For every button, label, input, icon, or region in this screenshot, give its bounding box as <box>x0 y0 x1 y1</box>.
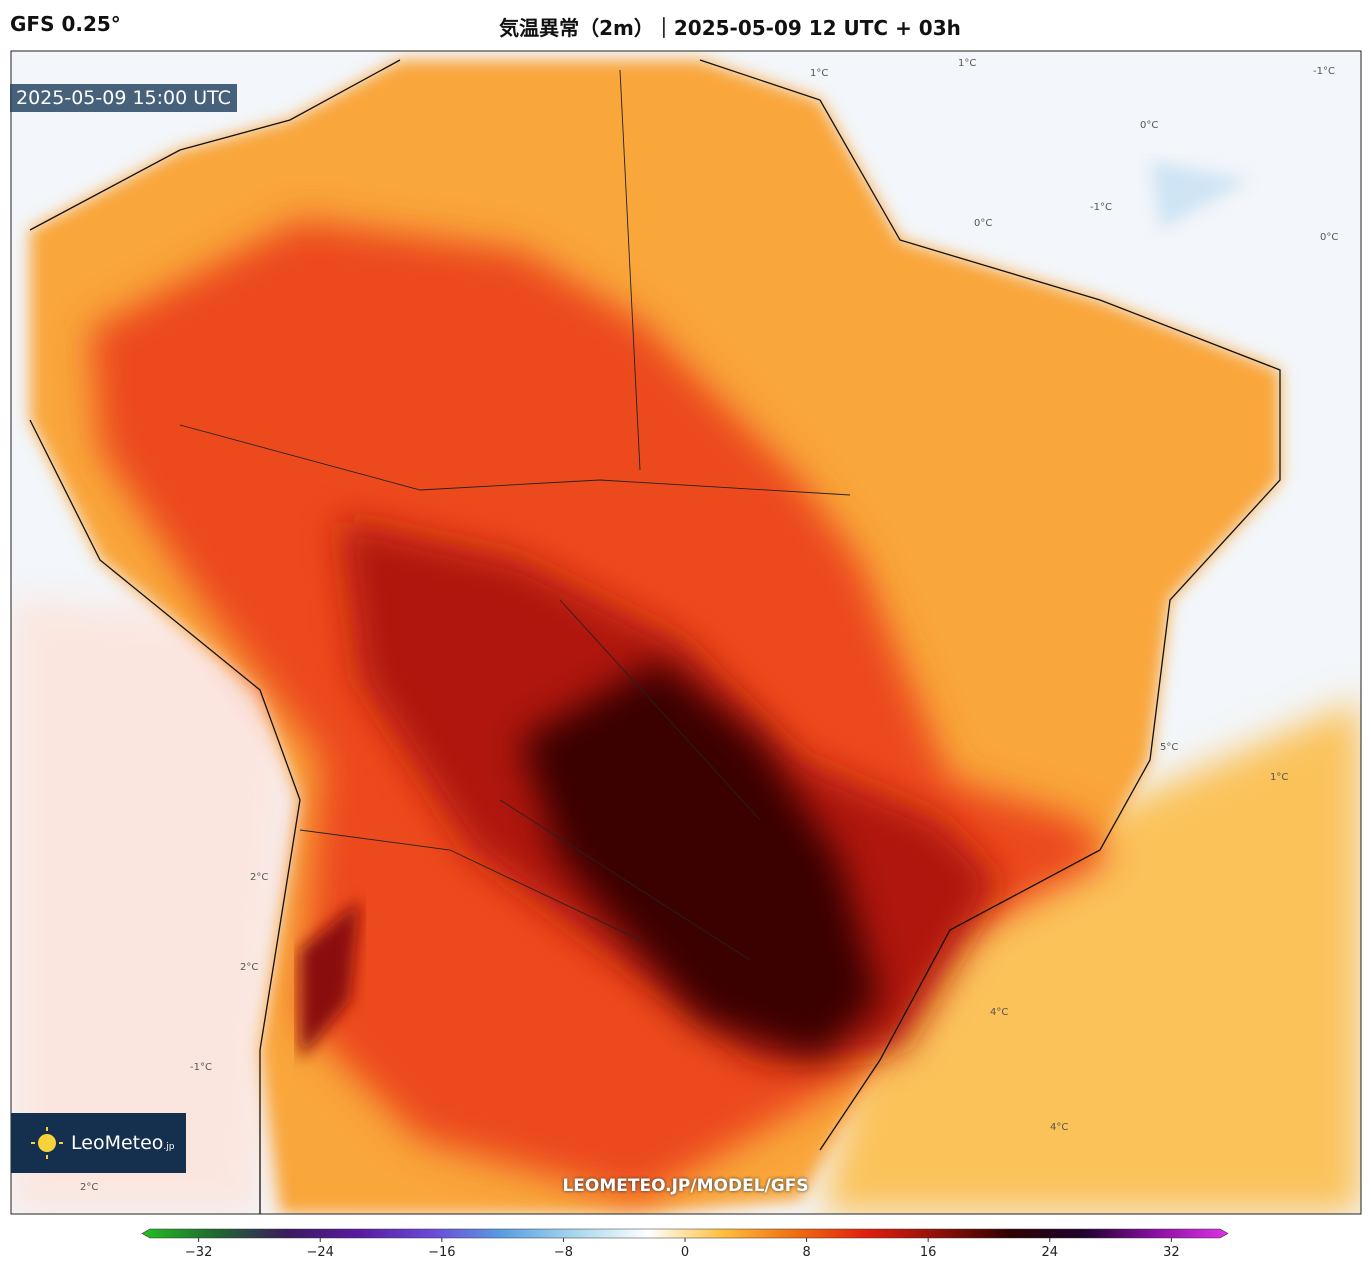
watermark: LEOMETEO.JP/MODEL/GFS <box>562 1176 809 1196</box>
colorbar-tick-label: 32 <box>1163 1245 1180 1260</box>
contour-label: -1°C <box>1313 66 1335 77</box>
colorbar-tick-label: −8 <box>554 1245 573 1260</box>
contour-label: 0°C <box>1140 120 1158 131</box>
contour-label: 2°C <box>240 962 258 973</box>
contour-label: 0°C <box>1320 232 1338 243</box>
logo: LeoMeteo .jp <box>11 1113 186 1173</box>
contour-label: 5°C <box>1160 742 1178 753</box>
model-label: GFS 0.25° <box>10 12 121 36</box>
contour-label: 1°C <box>1270 772 1288 783</box>
contour-label: 4°C <box>1050 1122 1068 1133</box>
contour-label: 2°C <box>250 872 268 883</box>
map-title: 気温異常（2m）｜2025-05-09 12 UTC + 03h <box>499 16 961 40</box>
colorbar-tick-label: 16 <box>920 1245 937 1260</box>
map-frame <box>10 50 1362 1215</box>
contour-label: 1°C <box>958 58 976 69</box>
colorbar-tick-label: 24 <box>1041 1245 1058 1260</box>
logo-sun <box>31 1127 63 1159</box>
contour-label: 1°C <box>810 68 828 79</box>
contour-label: -1°C <box>1090 202 1112 213</box>
colorbar-tick-label: 0 <box>681 1245 689 1260</box>
valid-time: 2025-05-09 15:00 UTC <box>10 84 237 112</box>
contour-label: -1°C <box>190 1062 212 1073</box>
colorbar <box>141 1228 1229 1239</box>
logo-suffix: .jp <box>163 1142 175 1152</box>
contour-label: 4°C <box>990 1007 1008 1018</box>
colorbar-tick-label: 8 <box>802 1245 810 1260</box>
contour-label: 0°C <box>974 218 992 229</box>
logo-name: LeoMeteo <box>71 1132 164 1154</box>
map-field <box>11 51 1361 1214</box>
colorbar-tick-label: −16 <box>428 1245 455 1260</box>
contour-label: 2°C <box>80 1182 98 1193</box>
colorbar-tick-label: −24 <box>307 1245 334 1260</box>
colorbar-tick-label: −32 <box>185 1245 212 1260</box>
